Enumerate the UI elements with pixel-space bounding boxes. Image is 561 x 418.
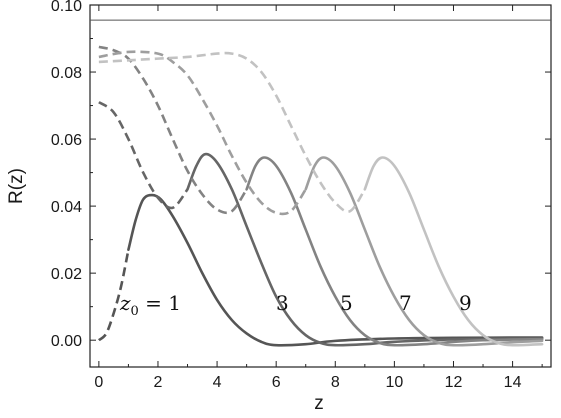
y-axis: 0.00 0.02 0.04 0.06 0.08 0.10 [51,0,551,350]
series-z0-3 [98,101,544,347]
x-axis-label: z [314,393,324,414]
x-tick-label: 4 [213,374,222,391]
series-layer [97,45,544,347]
y-tick-label: 0.04 [51,199,82,216]
y-tick-label: 0.00 [51,333,82,350]
series-z0-7-dashed-line [98,50,307,216]
series-z0-7-solid-line [304,156,544,347]
x-axis: 0 2 4 6 8 10 12 14 [94,5,543,391]
series-z0-9-dashed-line [98,51,366,213]
x-tick-label: 0 [94,374,103,391]
series-z0-3-dashed-line [98,101,189,210]
x-tick-label: 6 [272,374,281,391]
annotation-z0-1: z0 = 1 [119,291,181,319]
annotation-z0-3: 3 [276,291,289,315]
series-z0-7 [98,50,544,347]
series-z0-3-solid-line [186,152,544,347]
x-tick-label: 10 [385,374,403,391]
annotation-z0-5: 5 [340,291,353,315]
x-tick-label: 12 [445,374,463,391]
y-tick-label: 0.06 [51,132,82,149]
series-z0-1-solid-line [127,193,544,347]
annotation-z0-9: 9 [459,291,472,315]
series-z0-5-dashed-line [98,45,248,215]
series-z0-1 [97,193,544,347]
y-tick-label: 0.10 [51,0,82,15]
plot-frame [89,4,552,368]
y-tick-label: 0.02 [51,266,82,283]
series-z0-9 [98,51,544,347]
series-z0-5-solid-line [245,156,544,347]
x-tick-label: 2 [154,374,163,391]
y-axis-label: R(z) [6,168,27,204]
series-z0-1-dashed-line [97,249,130,342]
series-z0-9-solid-line [363,156,544,347]
x-tick-label: 8 [331,374,340,391]
x-tick-label: 14 [504,374,522,391]
y-tick-label: 0.08 [51,65,82,82]
annotation-z0-7: 7 [399,291,412,315]
